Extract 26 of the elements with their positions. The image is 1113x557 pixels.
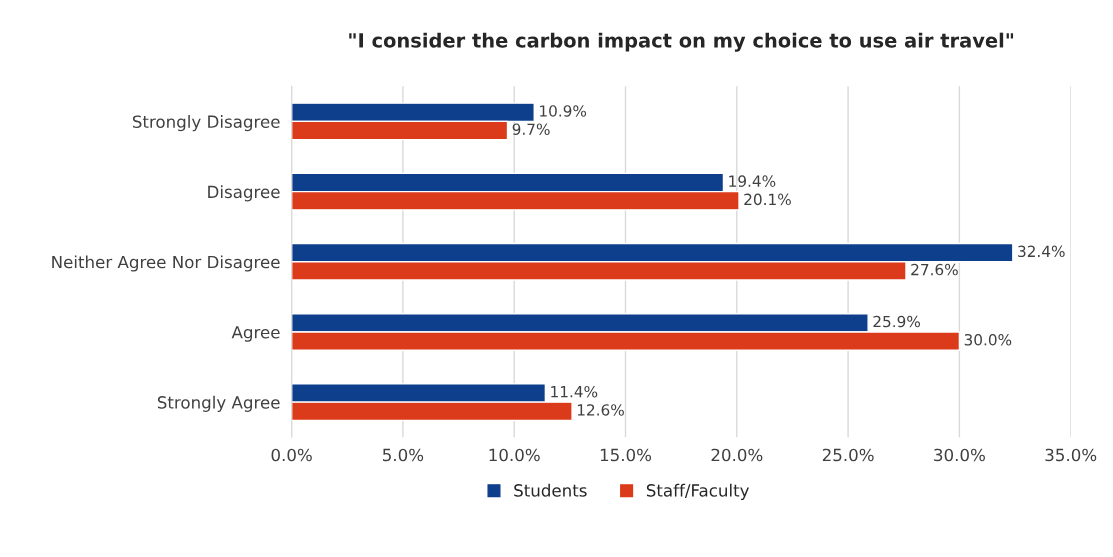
y-tick-label: Strongly Disagree — [132, 115, 280, 132]
x-tick-label: 30.0% — [934, 448, 985, 462]
data-label: 19.4% — [729, 175, 776, 187]
data-label: 32.4% — [1018, 245, 1065, 258]
y-tick-label: Agree — [231, 326, 280, 342]
x-tick-label: 25.0% — [822, 448, 874, 462]
chart-title: "I consider the carbon impact on my choice to use air travel" — [349, 32, 1014, 52]
x-tick-label: 35.0% — [1045, 448, 1097, 462]
data-label: 12.6% — [577, 404, 624, 416]
data-label: 27.6% — [911, 263, 958, 276]
data-label: 30.0% — [964, 333, 1012, 346]
x-tick-label: 5.0% — [383, 448, 424, 462]
data-label: 20.1% — [744, 193, 791, 206]
y-tick-label: Disagree — [208, 185, 280, 202]
legend-label: Students — [514, 483, 587, 497]
x-tick-label: 15.0% — [600, 448, 652, 462]
x-tick-label: 10.0% — [489, 448, 540, 462]
x-tick-label: 20.0% — [711, 448, 763, 462]
data-label: 9.7% — [512, 123, 550, 135]
data-label: 10.9% — [540, 105, 587, 117]
y-tick-label: Neither Agree Nor Disagree — [52, 255, 280, 272]
y-tick-label: Strongly Agree — [157, 395, 280, 412]
x-tick-label: 0.0% — [271, 448, 312, 462]
data-label: 11.4% — [551, 385, 598, 398]
legend-label: Staff/Faculty — [646, 483, 749, 500]
data-label: 25.9% — [873, 315, 920, 328]
